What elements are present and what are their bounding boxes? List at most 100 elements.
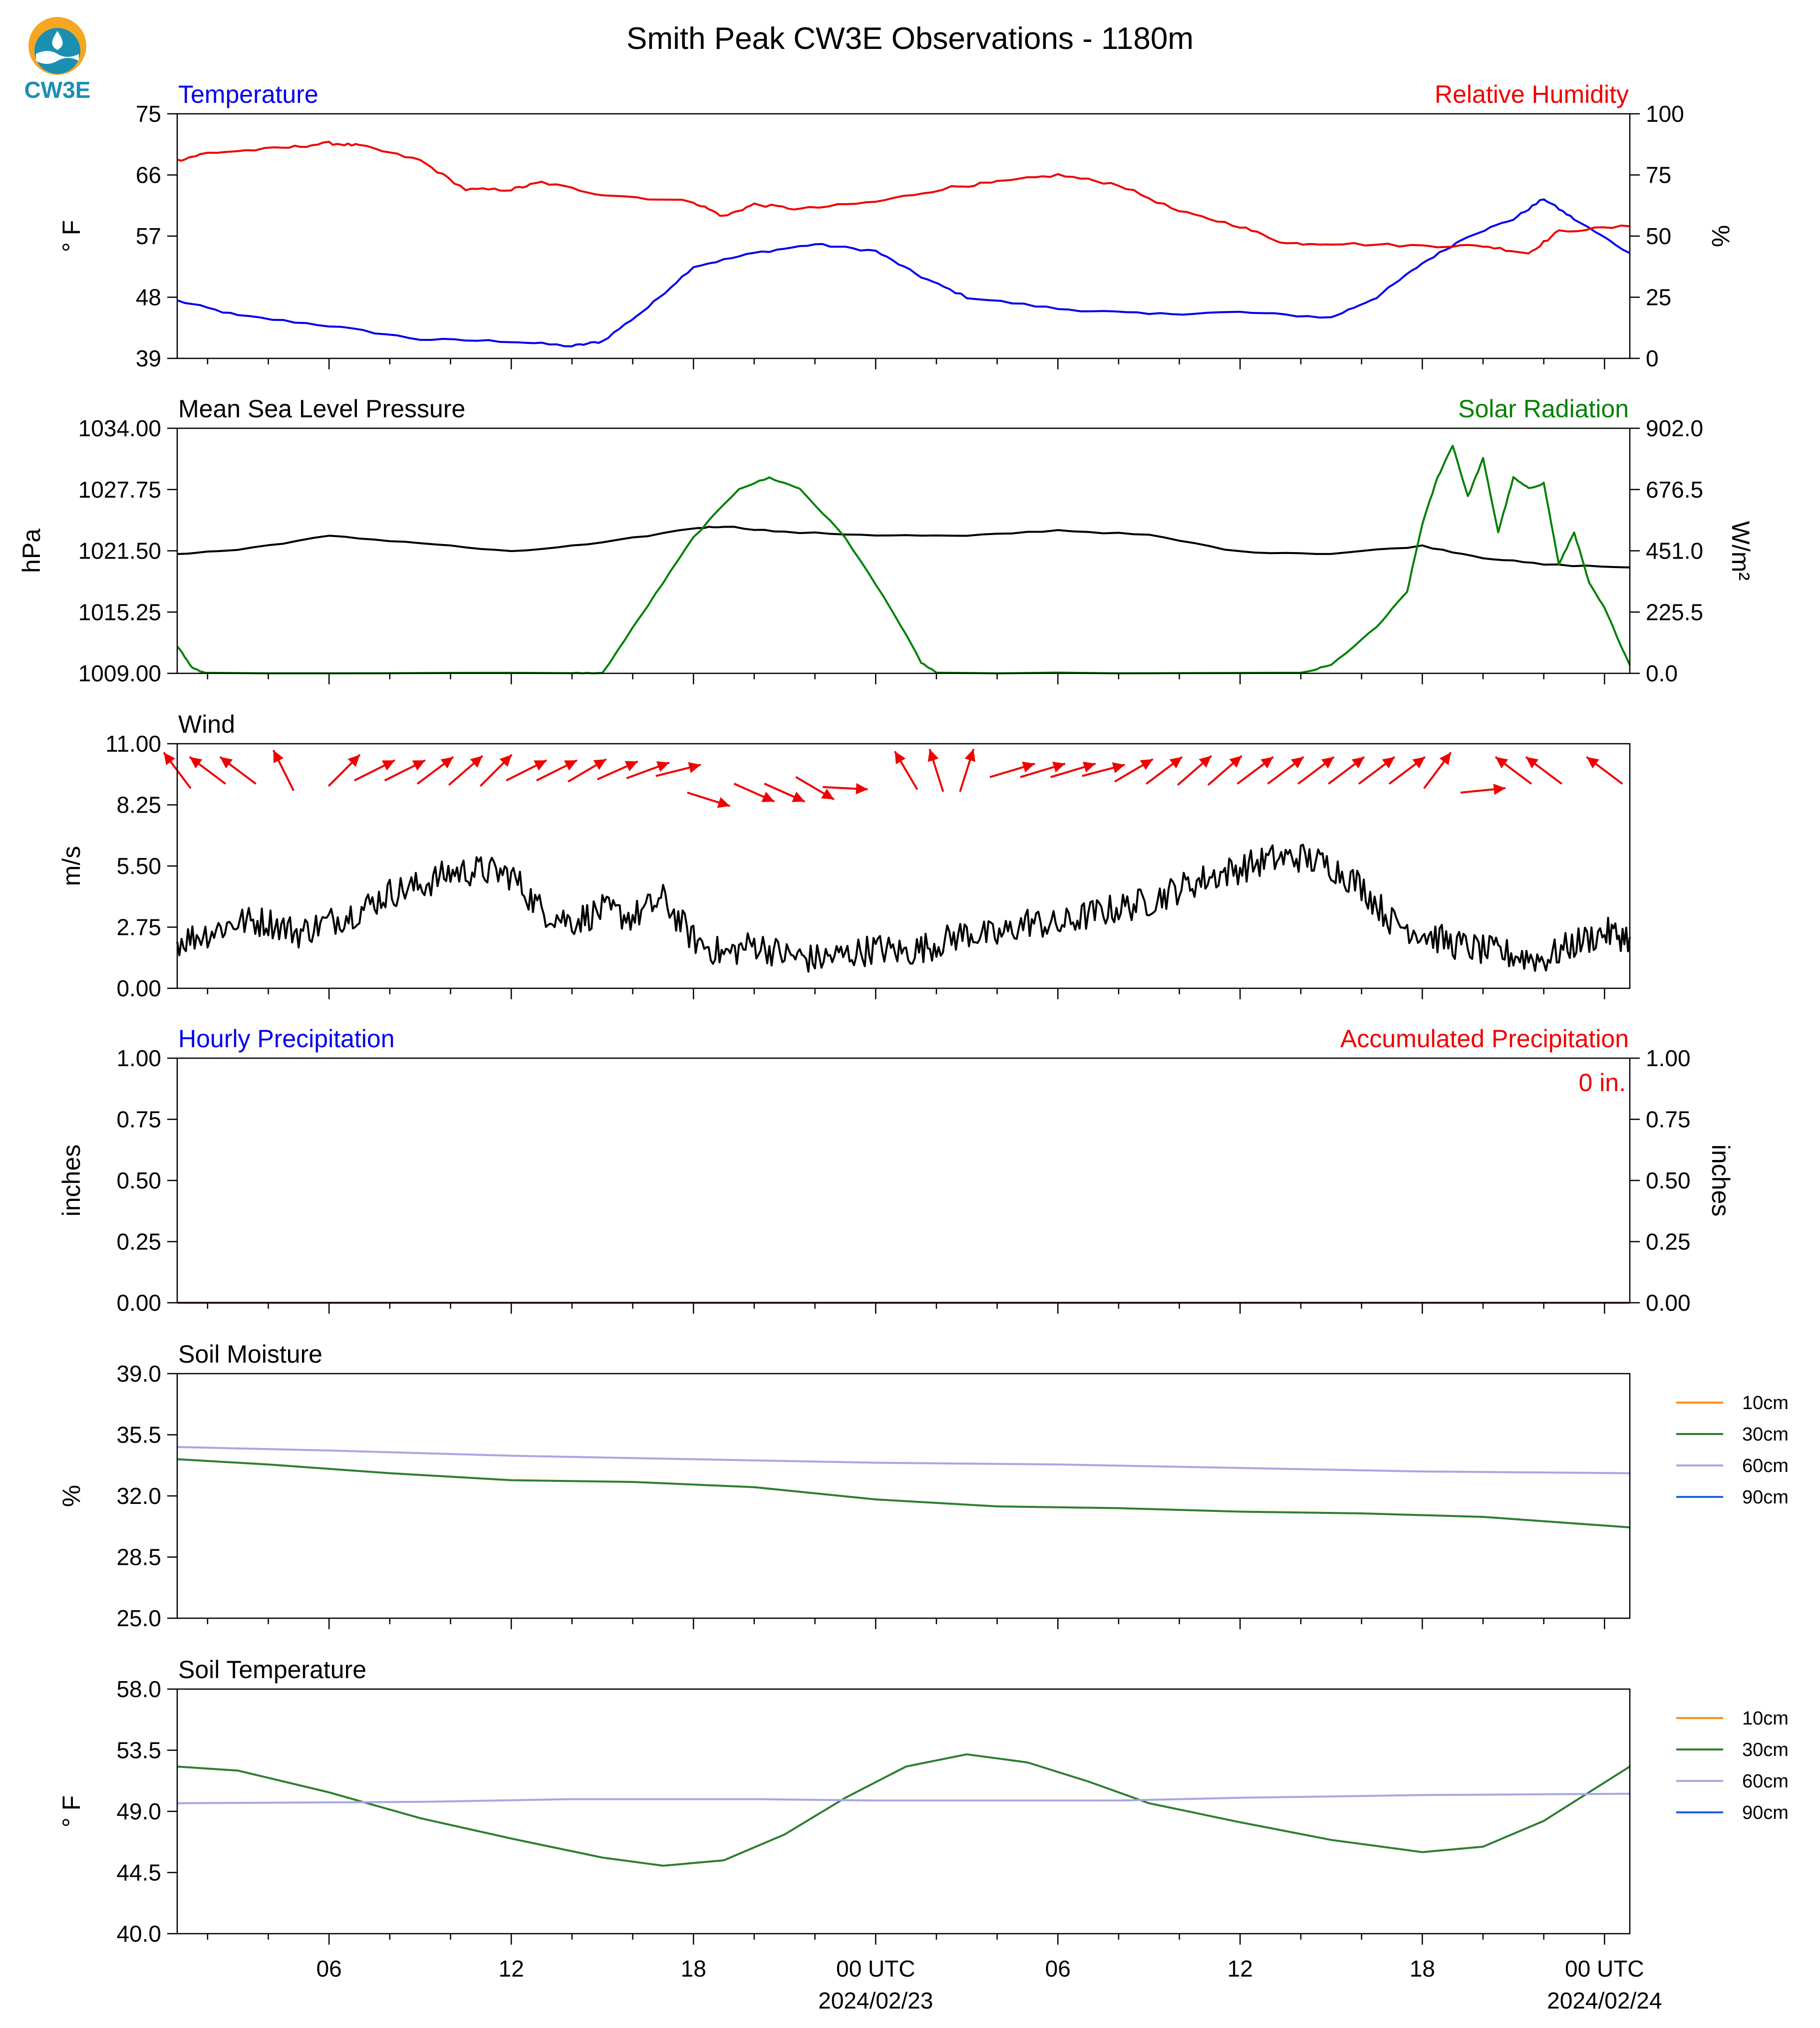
- y-left-tick-label: 49.0: [116, 1798, 161, 1824]
- y-right-tick-label: 676.5: [1646, 477, 1703, 503]
- wind-arrow: [1358, 756, 1396, 785]
- series-30cm: [177, 1458, 1630, 1528]
- y-left-tick-label: 39: [136, 345, 161, 371]
- wind-arrow: [823, 783, 868, 795]
- y-left-tick-label: 44.5: [116, 1860, 161, 1886]
- wind-arrow-head-icon: [470, 756, 483, 768]
- y-right-tick-label: 50: [1646, 223, 1671, 249]
- legend-label: 60cm: [1742, 1455, 1789, 1476]
- y-axis-label-left: inches: [57, 1145, 85, 1217]
- y-left-tick-label: 1027.75: [78, 477, 161, 503]
- panel-wind: 0.00 2.75 5.50 8.25 11.00 Wind m/s: [57, 710, 1631, 1001]
- wind-arrow-head-icon: [1169, 757, 1183, 769]
- y-left-tick-label: 40.0: [116, 1921, 161, 1947]
- wind-arrow: [1207, 755, 1242, 786]
- y-right-tick-label: 0.75: [1646, 1107, 1691, 1133]
- wind-arrow: [1177, 755, 1213, 786]
- y-left-tick-label: 11.00: [105, 731, 161, 757]
- y-left-tick-label: 1034.00: [78, 415, 161, 441]
- wind-arrow-head-icon: [792, 792, 805, 802]
- y-axis-label-left: ° F: [57, 220, 85, 252]
- wind-arrow-head-icon: [856, 783, 868, 795]
- y-right-tick-label: 451.0: [1646, 538, 1703, 564]
- y-right-tick-label: 0.50: [1646, 1167, 1691, 1193]
- y-left-tick-label: 57: [136, 223, 161, 249]
- wind-arrow: [1297, 756, 1335, 785]
- y-left-tick-label: 8.25: [116, 792, 161, 818]
- wind-arrow: [1082, 762, 1125, 777]
- accumulated-total-label: 0 in.: [1578, 1069, 1626, 1097]
- x-tick-label: 00 UTC: [836, 1956, 915, 1982]
- y-left-tick-label: 1009.00: [78, 660, 161, 686]
- y-axis-label-right: W/m²: [1727, 521, 1755, 580]
- y-left-tick-label: 28.5: [116, 1544, 161, 1570]
- y-right-tick-label: 0.0: [1646, 660, 1678, 686]
- x-tick-label: 06: [1045, 1956, 1071, 1982]
- y-axis-label-left: m/s: [57, 846, 85, 886]
- wind-arrow-head-icon: [220, 757, 233, 769]
- y-right-tick-label: 0.25: [1646, 1229, 1691, 1255]
- wind-arrow: [1020, 761, 1066, 778]
- wind-arrow: [894, 751, 918, 790]
- wind-arrow: [189, 756, 227, 785]
- y-left-tick-label: 53.5: [116, 1738, 161, 1763]
- wind-arrow: [479, 754, 513, 787]
- wind-arrow-head-icon: [1321, 757, 1334, 769]
- panel-precipitation: 0.00 0.25 0.50 0.75 1.00 0.00 0.25 0.50 0.75 1.00…: [57, 1025, 1735, 1316]
- x-tick-label: 12: [1227, 1956, 1253, 1982]
- wind-arrow-head-icon: [1525, 757, 1539, 769]
- wind-arrow: [1423, 752, 1452, 789]
- y-right-tick-label: 225.5: [1646, 599, 1703, 625]
- wind-arrow: [448, 755, 484, 786]
- wind-arrow: [959, 749, 975, 792]
- wind-arrow: [1114, 758, 1154, 783]
- legend-label: 90cm: [1742, 1802, 1789, 1823]
- wind-arrow-head-icon: [564, 760, 577, 771]
- wind-arrow-head-icon: [1052, 761, 1065, 773]
- wind-arrow-head-icon: [1112, 762, 1125, 774]
- y-left-tick-label: 0.25: [116, 1229, 161, 1255]
- wind-arrow: [384, 759, 426, 782]
- series-wind-speed: [176, 844, 1631, 973]
- y-axis-label-left: ° F: [57, 1795, 85, 1827]
- legend-label: 10cm: [1742, 1393, 1789, 1414]
- panel-temperature-rh: 39 48 57 66 75 0 25 50 75 100 Temperature Relative …: [57, 80, 1735, 371]
- y-right-tick-label: 100: [1646, 101, 1684, 127]
- wind-arrow: [1327, 756, 1365, 785]
- y-left-tick-label: 0.00: [116, 975, 161, 1001]
- panel-title-left: Hourly Precipitation: [178, 1025, 395, 1053]
- wind-arrow-head-icon: [534, 760, 547, 771]
- y-right-tick-label: 902.0: [1646, 415, 1703, 441]
- wind-arrow-head-icon: [761, 792, 775, 802]
- wind-arrow: [272, 750, 295, 791]
- wind-arrow-head-icon: [499, 754, 512, 767]
- wind-arrow: [1460, 784, 1506, 795]
- panel-title-left: Soil Temperature: [178, 1656, 366, 1684]
- wind-arrow: [927, 749, 944, 792]
- y-left-tick-label: 66: [136, 162, 161, 188]
- wind-arrow-head-icon: [440, 757, 454, 769]
- legend-label: 60cm: [1742, 1771, 1789, 1792]
- legend-label: 30cm: [1742, 1424, 1789, 1445]
- y-left-tick-label: 2.75: [116, 914, 161, 940]
- wind-arrow-head-icon: [1495, 757, 1509, 769]
- figure-title: Smith Peak CW3E Observations - 1180m: [626, 21, 1194, 56]
- x-tick-label: 12: [499, 1956, 524, 1982]
- series-30cm: [177, 1753, 1631, 1867]
- series-60cm: [177, 1792, 1630, 1804]
- y-left-tick-label: 0.50: [116, 1167, 161, 1193]
- logo-drop-icon: [52, 31, 63, 50]
- wind-arrow: [506, 759, 548, 782]
- y-left-tick-label: 48: [136, 285, 161, 310]
- wind-arrow-head-icon: [688, 762, 701, 773]
- wind-arrow-head-icon: [895, 751, 906, 765]
- wind-arrow: [354, 759, 395, 782]
- wind-arrow-head-icon: [273, 750, 284, 763]
- logo-wave-icon: [36, 51, 79, 64]
- wind-arrow-head-icon: [1291, 757, 1304, 769]
- wind-arrow: [687, 791, 730, 808]
- y-axis-label-left: %: [57, 1485, 85, 1507]
- wind-arrow-head-icon: [1439, 752, 1451, 765]
- wind-arrow: [536, 759, 578, 782]
- panel-soil-moisture: 25.0 28.5 32.0 35.5 39.0 Soil Moisture% 10cm 30…: [57, 1340, 1789, 1631]
